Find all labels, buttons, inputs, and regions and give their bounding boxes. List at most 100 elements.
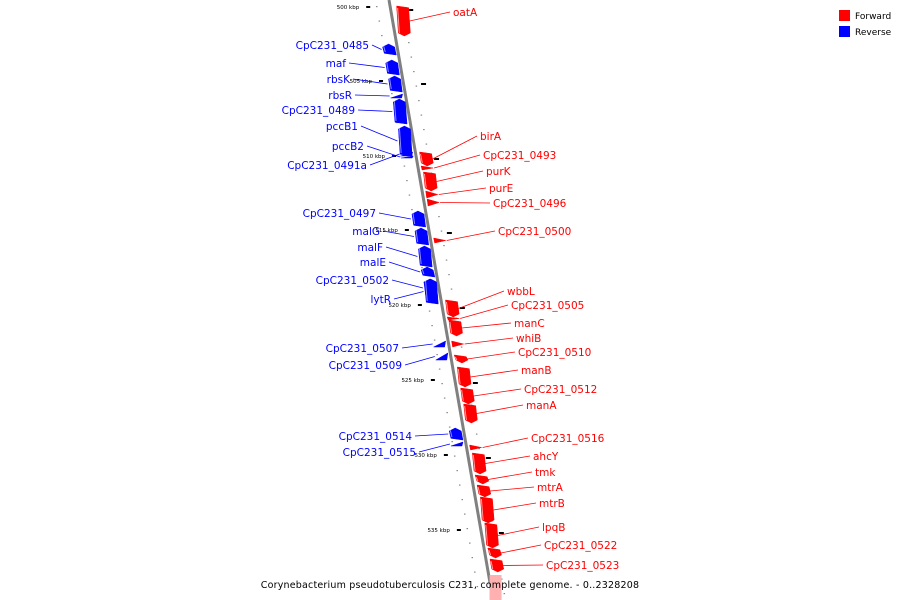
gene-label-maf[interactable]: maf xyxy=(326,58,347,70)
gene-label-ahcY[interactable]: ahcY xyxy=(533,451,559,463)
gene-label-CpC231_0512[interactable]: CpC231_0512 xyxy=(524,384,597,396)
kbp-tick-mark xyxy=(472,382,478,384)
kbp-tick-mark xyxy=(485,457,491,459)
minor-tick xyxy=(476,586,479,588)
gene-feature-shade xyxy=(457,368,461,385)
gene-feature-purK[interactable] xyxy=(423,171,438,192)
gene-label-CpC231_0497[interactable]: CpC231_0497 xyxy=(303,208,376,220)
gene-label-CpC231_0516[interactable]: CpC231_0516 xyxy=(531,433,605,445)
gene-label-CpC231_0493[interactable]: CpC231_0493 xyxy=(483,150,556,162)
gene-label-oatA[interactable]: oatA xyxy=(453,7,478,19)
feature-group xyxy=(382,5,505,600)
gene-leader-line xyxy=(460,304,509,319)
gene-label-rbsR[interactable]: rbsR xyxy=(328,90,352,102)
gene-leader-line xyxy=(493,502,537,511)
gene-feature-whiB[interactable] xyxy=(451,340,465,348)
kbp-tick-label: 510 kbp xyxy=(363,154,386,160)
gene-label-lpqB[interactable]: lpqB xyxy=(542,522,565,534)
gene-feature-rbsR[interactable] xyxy=(390,93,403,99)
gene-feature-manB[interactable] xyxy=(457,366,472,388)
gene-feature-CpC231_0523[interactable] xyxy=(489,558,505,573)
minor-tick xyxy=(418,100,420,102)
gene-feature-CpC231_0505[interactable] xyxy=(446,316,460,321)
gene-feature-CpC231_0515[interactable] xyxy=(450,441,464,447)
gene-label-purK[interactable]: purK xyxy=(486,166,512,178)
gene-feature-CpC231_0522[interactable] xyxy=(487,547,502,559)
gene-feature-tmk[interactable] xyxy=(474,474,490,485)
gene-label-manC[interactable]: manC xyxy=(514,318,545,330)
gene-label-CpC231_0514[interactable]: CpC231_0514 xyxy=(339,431,413,443)
gene-feature-oatA[interactable] xyxy=(396,5,411,37)
gene-feature-CpC231_0491a[interactable] xyxy=(400,151,414,157)
gene-label-CpC231_0502[interactable]: CpC231_0502 xyxy=(316,275,389,287)
gene-leader-line xyxy=(446,230,496,241)
gene-label-CpC231_0496[interactable]: CpC231_0496 xyxy=(493,198,567,210)
gene-label-CpC231_0509[interactable]: CpC231_0509 xyxy=(329,360,402,372)
gene-feature-CpC231_0500[interactable] xyxy=(433,237,446,244)
gene-feature-ahcY[interactable] xyxy=(472,452,487,475)
gene-feature-shade xyxy=(386,61,389,73)
gene-label-CpC231_0507[interactable]: CpC231_0507 xyxy=(326,343,399,355)
gene-feature-manA[interactable] xyxy=(463,403,478,424)
gene-label-lytR[interactable]: lytR xyxy=(370,294,391,306)
gene-feature-CpC231_0496[interactable] xyxy=(426,198,440,207)
minor-tick xyxy=(445,259,448,261)
gene-feature-shade xyxy=(383,45,386,53)
gene-feature-purE[interactable] xyxy=(425,190,439,199)
gene-label-birA[interactable]: birA xyxy=(480,131,502,143)
minor-tick xyxy=(460,346,463,348)
kbp-tick-label: 520 kbp xyxy=(388,303,411,309)
gene-feature-CpC231_0509[interactable] xyxy=(434,352,449,361)
gene-label-malE[interactable]: malE xyxy=(360,257,386,269)
gene-label-pccB1[interactable]: pccB1 xyxy=(326,121,358,133)
gene-label-manA[interactable]: manA xyxy=(526,400,557,412)
gene-label-CpC231_0491a[interactable]: CpC231_0491a xyxy=(287,160,367,172)
gene-label-mtrB[interactable]: mtrB xyxy=(539,498,565,510)
gene-label-CpC231_0489[interactable]: CpC231_0489 xyxy=(282,105,355,117)
gene-label-CpC231_0485[interactable]: CpC231_0485 xyxy=(296,40,369,52)
gene-label-manB[interactable]: manB xyxy=(521,365,552,377)
gene-label-CpC231_0500[interactable]: CpC231_0500 xyxy=(498,226,571,238)
gene-label-mtrA[interactable]: mtrA xyxy=(537,482,564,494)
gene-feature-CpC231_0512[interactable] xyxy=(460,387,475,405)
gene-feature-shade xyxy=(415,229,419,243)
gene-leader-line xyxy=(467,351,516,360)
kbp-tick-mark xyxy=(379,80,384,82)
minor-tick xyxy=(443,397,446,399)
kbp-tick-label: 500 kbp xyxy=(337,5,360,11)
gene-label-malF[interactable]: malF xyxy=(357,242,383,254)
gene-feature-CpC231_0493[interactable] xyxy=(420,165,434,171)
kbp-tick-mark xyxy=(366,6,371,8)
gene-leader-line xyxy=(393,291,424,300)
minor-tick xyxy=(381,35,383,37)
gene-label-pccB2[interactable]: pccB2 xyxy=(332,141,364,153)
gene-feature-mtrA[interactable] xyxy=(476,484,492,498)
gene-feature-CpC231_0516[interactable] xyxy=(469,444,482,451)
kbp-tick-label: 525 kbp xyxy=(401,378,424,384)
gene-leader-line xyxy=(490,486,535,492)
genome-backbone xyxy=(387,0,495,600)
gene-feature-CpC231_0510[interactable] xyxy=(453,354,469,364)
gene-label-tmk[interactable]: tmk xyxy=(535,467,556,479)
gene-label-CpC231_0510[interactable]: CpC231_0510 xyxy=(518,347,591,359)
gene-leader-line xyxy=(473,388,522,397)
gene-label-CpC231_0505[interactable]: CpC231_0505 xyxy=(511,300,584,312)
gene-feature-mtrB[interactable] xyxy=(480,496,495,524)
gene-label-malG[interactable]: malG xyxy=(352,226,380,238)
gene-feature-pccB2[interactable] xyxy=(401,155,414,159)
gene-leader-line xyxy=(440,202,491,204)
gene-feature-CpC231_0507[interactable] xyxy=(433,340,446,348)
gene-feature-wbbL[interactable] xyxy=(445,299,460,318)
kbp-tick-mark xyxy=(446,232,452,234)
gene-label-CpC231_0515[interactable]: CpC231_0515 xyxy=(343,447,416,459)
gene-label-CpC231_0522[interactable]: CpC231_0522 xyxy=(544,540,617,552)
gene-feature-manC[interactable] xyxy=(448,319,463,337)
gene-label-CpC231_0523[interactable]: CpC231_0523 xyxy=(546,560,619,572)
gene-label-purE[interactable]: purE xyxy=(489,183,513,195)
gene-feature-lpqB[interactable] xyxy=(484,522,499,549)
gene-label-rbsK[interactable]: rbsK xyxy=(327,74,351,86)
gene-leader-line xyxy=(464,337,514,345)
gene-label-wbbL[interactable]: wbbL xyxy=(507,286,535,298)
gene-feature-birA[interactable] xyxy=(419,151,434,167)
gene-label-whiB[interactable]: whiB xyxy=(516,333,541,345)
